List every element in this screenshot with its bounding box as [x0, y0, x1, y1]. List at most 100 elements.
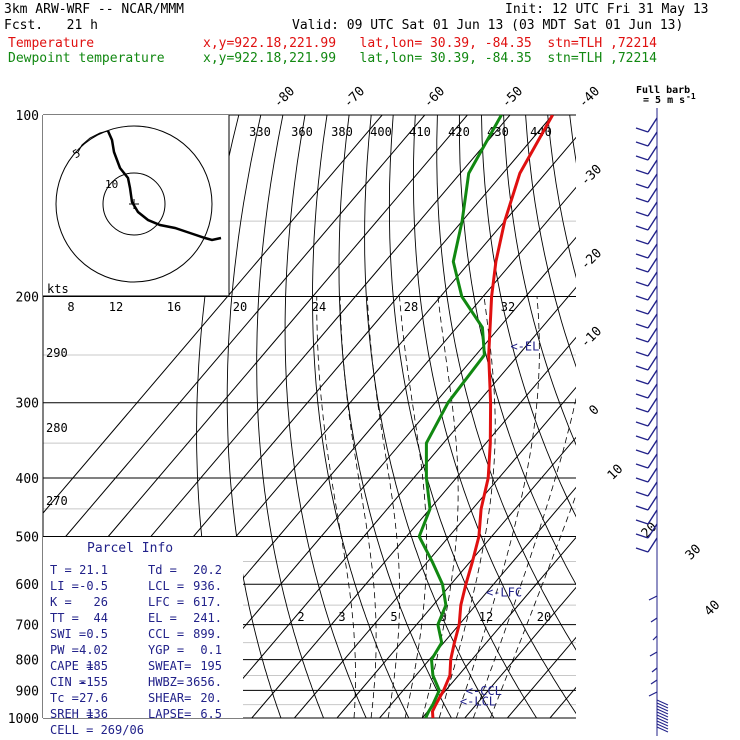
wind-barb-surface: [656, 714, 669, 721]
moist-adiabat: [421, 296, 459, 718]
hodograph-ring-outer: [55, 125, 213, 283]
wind-barb-surface: [656, 699, 669, 706]
theta-label: 410: [409, 125, 431, 139]
wind-barb-surface: [656, 726, 669, 733]
isotherm-label: -40: [576, 84, 603, 111]
parcel-value: 21.1: [79, 563, 108, 577]
parcel-value: 4.02: [79, 643, 108, 657]
mixing-ratio-label: 20: [537, 610, 551, 624]
dry-adiabat: [364, 115, 495, 718]
mixing-ratio-label: 32: [501, 300, 515, 314]
mixing-ratio-label: 20: [233, 300, 247, 314]
theta-label: 420: [448, 125, 470, 139]
wind-barb: [647, 397, 658, 413]
marker-el: <-EL: [510, 339, 539, 353]
mixing-ratio-label: 2: [297, 610, 304, 624]
dry-adiabat: [256, 115, 325, 718]
dry-adiabat: [436, 115, 576, 651]
parcel-key: LI =: [50, 579, 79, 593]
isotherm-line: [464, 586, 576, 718]
temperature-legend: Temperature: [8, 36, 95, 51]
parcel-key: YGP =: [148, 643, 184, 657]
parcel-key: LFC =: [148, 595, 184, 609]
isotherm-label: -70: [341, 84, 368, 111]
mixing-ratio-label: 12: [109, 300, 123, 314]
wind-barb: [647, 439, 658, 455]
hodograph-trace-thick: [106, 130, 222, 242]
wind-barb: [635, 225, 649, 231]
wind-barb: [647, 201, 658, 217]
wind-barb: [635, 253, 649, 259]
hodograph-background: [43, 115, 229, 296]
wind-barb: [647, 327, 658, 343]
parcel-key: Td =: [148, 563, 177, 577]
wind-barb: [635, 127, 649, 133]
wind-barb: [635, 211, 649, 217]
isotherm-label: 0: [586, 402, 602, 418]
dry-adiabat: [312, 115, 410, 718]
dry-adiabat: [592, 115, 740, 718]
barb-legend-units: = 5 m s: [643, 95, 685, 106]
pressure-label: 600: [16, 578, 39, 593]
parcel-key: LAPSE=: [148, 707, 191, 721]
barb-legend-exponent: -1: [686, 92, 696, 101]
theta-label-left: 280: [46, 421, 68, 435]
dry-adiabat: [481, 115, 576, 518]
isotherm-label: 30: [683, 542, 705, 564]
pressure-label: 1000: [8, 712, 39, 727]
temperature-trace: [431, 115, 554, 718]
theta-label: 330: [249, 125, 271, 139]
parcel-key: HWBZ=: [148, 675, 184, 689]
wind-barb: [635, 155, 649, 161]
pressure-label: 100: [16, 109, 39, 124]
pressure-label: 400: [16, 472, 39, 487]
forecast-hour: Fcst. 21 h: [4, 18, 98, 33]
dewpoint-legend: Dewpoint temperature: [8, 51, 165, 66]
wind-barb: [647, 369, 658, 385]
wind-barb: [635, 491, 649, 497]
hodograph-ring-inner: [102, 172, 166, 236]
isotherm-line: [43, 115, 426, 564]
isotherm-line: [549, 686, 576, 718]
wind-barb: [635, 393, 649, 399]
wind-barb-light: [649, 651, 658, 657]
wind-barb: [647, 411, 658, 427]
parcel-value: 136: [86, 707, 108, 721]
marker-ccl: <-CCL: [466, 684, 502, 698]
isotherm-line: [294, 386, 576, 718]
parcel-cell: CELL = 269/06: [50, 723, 144, 737]
wind-barb: [635, 407, 649, 413]
isotherm-label: -30: [578, 162, 605, 189]
parcel-value: 44: [94, 611, 108, 625]
hodograph-units: kts: [47, 282, 69, 296]
wind-barb: [647, 313, 658, 329]
dry-adiabat: [525, 115, 576, 368]
wind-barb: [647, 523, 658, 539]
pressure-label: 300: [16, 397, 39, 412]
parcel-value: -0.5: [79, 579, 108, 593]
theta-label: 400: [370, 125, 392, 139]
isotherm-label: -10: [578, 324, 605, 351]
wind-barb-surface: [656, 702, 669, 709]
wind-barb: [635, 169, 649, 175]
parcel-key: T =: [50, 563, 72, 577]
marker-lfc: <-LFC: [486, 586, 522, 600]
mixing-ratio-label: 3: [338, 610, 345, 624]
parcel-key: EL =: [148, 611, 177, 625]
dry-adiabat: [388, 115, 537, 718]
parcel-value: 26: [94, 595, 108, 609]
parcel-value: 899.: [193, 627, 222, 641]
parcel-value: 0.1: [200, 643, 222, 657]
wind-barb-surface: [656, 717, 669, 724]
wind-barb: [647, 299, 658, 315]
mixing-ratio-label: 5: [390, 610, 397, 624]
mixing-ratio-label: 16: [167, 300, 181, 314]
parcel-key: LCL =: [148, 579, 184, 593]
mixing-ratio-label: 12: [479, 610, 493, 624]
pressure-label: 500: [16, 530, 39, 545]
isotherm-label: 40: [702, 598, 724, 620]
dry-adiabat: [636, 115, 740, 718]
isotherm-line: [43, 115, 383, 514]
wind-barb: [635, 183, 649, 189]
